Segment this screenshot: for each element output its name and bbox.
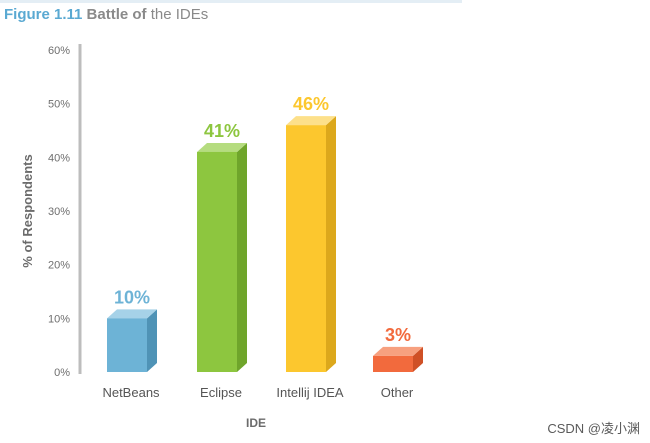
figure-caption: Figure 1.11 Battle of the IDEs — [4, 5, 208, 25]
bar-top — [373, 346, 423, 356]
y-tick-label: 30% — [48, 206, 70, 218]
y-tick-label: 40% — [48, 152, 70, 164]
data-label: 3% — [385, 325, 411, 345]
x-tick-label: Other — [381, 385, 414, 400]
y-tick-label: 50% — [48, 99, 70, 111]
figure-number: Figure 1.11 — [4, 6, 83, 23]
watermark: CSDN @凌小渊 — [547, 421, 640, 436]
x-tick-label: Eclipse — [200, 385, 242, 400]
top-divider-line — [0, 0, 462, 3]
y-tick-label: 0% — [54, 367, 70, 379]
bar — [197, 151, 237, 372]
figure-title-bold: Battle of — [86, 6, 147, 23]
figure-title-rest: the IDEs — [146, 6, 209, 23]
bar — [286, 125, 326, 372]
y-tick-label: 60% — [48, 45, 70, 57]
bar — [107, 318, 147, 372]
x-axis-label: IDE — [246, 416, 266, 430]
data-label: 41% — [204, 121, 240, 141]
bar-top — [197, 142, 247, 152]
y-axis-label: % of Respondents — [20, 154, 35, 267]
y-tick-label: 20% — [48, 260, 70, 272]
bar-side — [147, 309, 157, 372]
x-tick-label: Intellij IDEA — [276, 385, 344, 400]
data-label: 46% — [293, 94, 329, 114]
bar-side — [413, 346, 423, 372]
bar-side — [326, 116, 336, 372]
bar-top — [286, 116, 336, 126]
bar-top — [107, 309, 157, 319]
y-tick-label: 10% — [48, 313, 70, 325]
bar-side — [237, 142, 247, 372]
data-label: 10% — [114, 287, 150, 307]
bar — [373, 355, 413, 372]
x-tick-label: NetBeans — [102, 385, 160, 400]
